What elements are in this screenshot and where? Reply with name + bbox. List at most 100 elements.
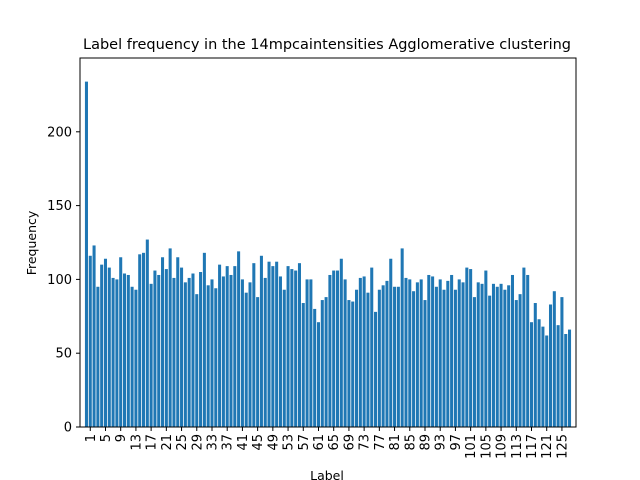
bar	[408, 279, 412, 427]
bar	[138, 254, 142, 427]
bar	[244, 292, 248, 427]
bar	[240, 279, 244, 427]
bar	[469, 269, 473, 427]
x-tick-label: 101	[464, 434, 479, 459]
bar	[229, 274, 233, 427]
bar	[233, 266, 237, 427]
bar	[142, 252, 146, 427]
bar	[290, 269, 294, 427]
bar	[168, 248, 172, 427]
x-axis-ticks: 1 5 9 13 17 21 25 29 33 37 41 45 49 53 57 61 65 69 73 77 81 8…	[84, 427, 570, 459]
bar	[450, 274, 454, 427]
x-tick-label: 41	[236, 434, 251, 451]
bar	[495, 286, 499, 427]
bar	[88, 255, 92, 427]
bar	[385, 280, 389, 427]
bar	[92, 245, 96, 427]
bar	[252, 263, 256, 427]
bar	[111, 277, 115, 427]
bar	[374, 311, 378, 427]
x-tick-label: 73	[358, 434, 373, 451]
bar	[161, 257, 165, 427]
bar	[210, 279, 214, 427]
bar	[301, 303, 305, 427]
bar	[453, 289, 457, 427]
bar	[275, 261, 279, 427]
bar	[476, 282, 480, 427]
bar	[366, 292, 370, 427]
x-tick-label: 77	[373, 434, 388, 451]
x-tick-label: 17	[145, 434, 160, 451]
bar	[412, 291, 416, 427]
bar	[529, 322, 534, 427]
bar	[442, 289, 446, 427]
bar	[225, 266, 229, 427]
x-tick-label: 81	[388, 434, 403, 451]
bar	[278, 276, 282, 427]
bar	[134, 289, 138, 427]
x-tick-label: 33	[205, 434, 220, 451]
bar	[362, 276, 366, 427]
bar	[556, 325, 560, 427]
bar	[305, 279, 309, 427]
bar	[480, 283, 484, 427]
bar	[423, 300, 427, 427]
x-tick-label: 69	[342, 434, 357, 451]
bar	[465, 267, 469, 427]
x-tick-label: 21	[160, 434, 175, 451]
bar	[221, 276, 225, 427]
bar	[510, 274, 514, 427]
y-tick-label: 100	[47, 273, 72, 288]
bar	[153, 270, 157, 427]
bar	[541, 326, 545, 427]
bar	[568, 329, 572, 427]
bar	[126, 274, 130, 427]
x-tick-label: 45	[251, 434, 266, 451]
bar	[218, 264, 222, 427]
bar	[309, 279, 313, 427]
bar	[355, 289, 359, 427]
bar	[484, 270, 488, 427]
x-tick-label: 57	[297, 434, 312, 451]
bar	[518, 294, 522, 427]
bar	[271, 266, 275, 427]
bar	[545, 335, 549, 427]
x-tick-label: 93	[434, 434, 449, 451]
bar	[206, 285, 210, 427]
x-tick-label: 89	[418, 434, 433, 451]
bar	[263, 277, 267, 427]
bar	[491, 283, 495, 427]
x-tick-label: 105	[479, 434, 494, 459]
x-tick-label: 49	[266, 434, 281, 451]
bar	[370, 267, 374, 427]
y-tick-label: 150	[47, 199, 72, 214]
x-axis-label: Label	[310, 468, 344, 480]
bar	[396, 286, 400, 427]
bar	[199, 272, 203, 427]
chart-title: Label frequency in the 14mpcaintensities…	[83, 37, 571, 53]
bar	[537, 319, 541, 427]
bar	[332, 270, 336, 427]
bar	[202, 252, 206, 427]
x-tick-label: 61	[312, 434, 327, 451]
bar	[256, 297, 260, 427]
x-tick-label: 29	[190, 434, 205, 451]
bar	[446, 280, 450, 427]
bar	[339, 258, 343, 427]
x-tick-label: 117	[525, 434, 540, 459]
bar	[172, 277, 176, 427]
bar	[522, 267, 526, 427]
bar	[526, 274, 530, 427]
bar	[427, 274, 431, 427]
bar	[96, 286, 100, 427]
bar	[335, 270, 340, 427]
bar	[103, 258, 107, 427]
x-tick-label: 13	[129, 434, 144, 451]
y-axis-label: Frequency	[24, 210, 39, 275]
x-tick-label: 113	[510, 434, 525, 459]
bar	[149, 283, 153, 427]
bar	[195, 294, 199, 427]
x-tick-label: 85	[403, 434, 418, 451]
bar	[176, 257, 180, 427]
bar	[107, 267, 111, 427]
